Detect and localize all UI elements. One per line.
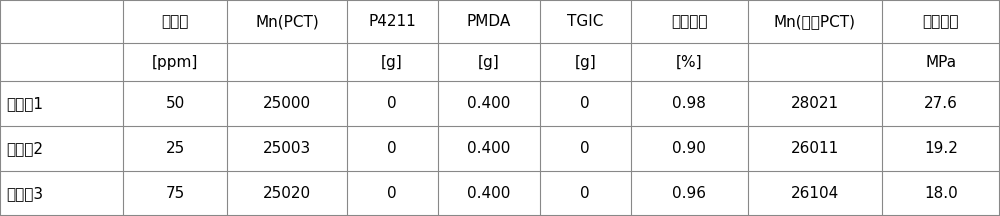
Text: 25020: 25020 xyxy=(263,186,311,201)
Bar xyxy=(227,171,347,216)
Text: 0.96: 0.96 xyxy=(672,186,706,201)
Bar xyxy=(347,81,438,126)
Bar xyxy=(540,0,631,43)
Bar xyxy=(227,0,347,43)
Bar xyxy=(227,43,347,81)
Text: [g]: [g] xyxy=(574,55,596,70)
Bar xyxy=(748,81,882,126)
Bar xyxy=(882,126,1000,171)
Bar xyxy=(631,171,748,216)
Bar xyxy=(438,171,540,216)
Bar xyxy=(438,81,540,126)
Bar xyxy=(631,81,748,126)
Text: 0: 0 xyxy=(580,186,590,201)
Bar xyxy=(438,126,540,171)
Text: 拉伸强度: 拉伸强度 xyxy=(923,14,959,29)
Text: 实施例2: 实施例2 xyxy=(6,141,43,156)
Text: 0: 0 xyxy=(387,186,397,201)
Bar xyxy=(748,126,882,171)
Text: 28021: 28021 xyxy=(791,96,839,111)
Text: Mn(扩链PCT): Mn(扩链PCT) xyxy=(774,14,856,29)
Bar xyxy=(748,0,882,43)
Text: Mn(PCT): Mn(PCT) xyxy=(255,14,319,29)
Text: 25: 25 xyxy=(165,141,185,156)
Bar xyxy=(227,126,347,171)
Bar xyxy=(0,171,123,216)
Bar xyxy=(631,43,748,81)
Text: PMDA: PMDA xyxy=(467,14,511,29)
Text: 0: 0 xyxy=(580,96,590,111)
Text: 26011: 26011 xyxy=(791,141,839,156)
Text: 实施例3: 实施例3 xyxy=(6,186,43,201)
Text: [%]: [%] xyxy=(676,55,703,70)
Text: 0.90: 0.90 xyxy=(672,141,706,156)
Text: 0.98: 0.98 xyxy=(672,96,706,111)
Bar xyxy=(882,43,1000,81)
Text: 18.0: 18.0 xyxy=(924,186,958,201)
Bar xyxy=(227,81,347,126)
Bar xyxy=(882,171,1000,216)
Bar xyxy=(123,0,227,43)
Bar xyxy=(0,0,123,43)
Bar xyxy=(540,81,631,126)
Text: [g]: [g] xyxy=(478,55,500,70)
Text: 0.400: 0.400 xyxy=(467,96,510,111)
Bar xyxy=(123,43,227,81)
Bar xyxy=(631,126,748,171)
Bar xyxy=(438,43,540,81)
Text: 醒酸鈢: 醒酸鈢 xyxy=(161,14,189,29)
Bar xyxy=(438,0,540,43)
Text: 0.400: 0.400 xyxy=(467,141,510,156)
Text: P4211: P4211 xyxy=(368,14,416,29)
Text: [ppm]: [ppm] xyxy=(152,55,198,70)
Text: 19.2: 19.2 xyxy=(924,141,958,156)
Bar xyxy=(347,43,438,81)
Bar xyxy=(540,171,631,216)
Bar xyxy=(882,81,1000,126)
Bar xyxy=(123,171,227,216)
Text: TGIC: TGIC xyxy=(567,14,603,29)
Bar xyxy=(347,171,438,216)
Bar xyxy=(748,43,882,81)
Text: 凝胶含量: 凝胶含量 xyxy=(671,14,707,29)
Text: 25000: 25000 xyxy=(263,96,311,111)
Bar xyxy=(882,0,1000,43)
Bar xyxy=(347,126,438,171)
Text: 0: 0 xyxy=(387,96,397,111)
Text: 0: 0 xyxy=(387,141,397,156)
Bar xyxy=(540,126,631,171)
Bar xyxy=(0,81,123,126)
Bar xyxy=(748,171,882,216)
Text: 25003: 25003 xyxy=(263,141,311,156)
Bar xyxy=(540,43,631,81)
Bar xyxy=(0,126,123,171)
Text: 27.6: 27.6 xyxy=(924,96,958,111)
Bar xyxy=(0,43,123,81)
Text: 实施例1: 实施例1 xyxy=(6,96,43,111)
Text: 0: 0 xyxy=(580,141,590,156)
Bar xyxy=(631,0,748,43)
Bar xyxy=(347,0,438,43)
Text: MPa: MPa xyxy=(925,55,956,70)
Text: 75: 75 xyxy=(165,186,185,201)
Bar xyxy=(123,126,227,171)
Text: 26104: 26104 xyxy=(791,186,839,201)
Text: 0.400: 0.400 xyxy=(467,186,510,201)
Bar xyxy=(123,81,227,126)
Text: 50: 50 xyxy=(165,96,185,111)
Text: [g]: [g] xyxy=(381,55,403,70)
